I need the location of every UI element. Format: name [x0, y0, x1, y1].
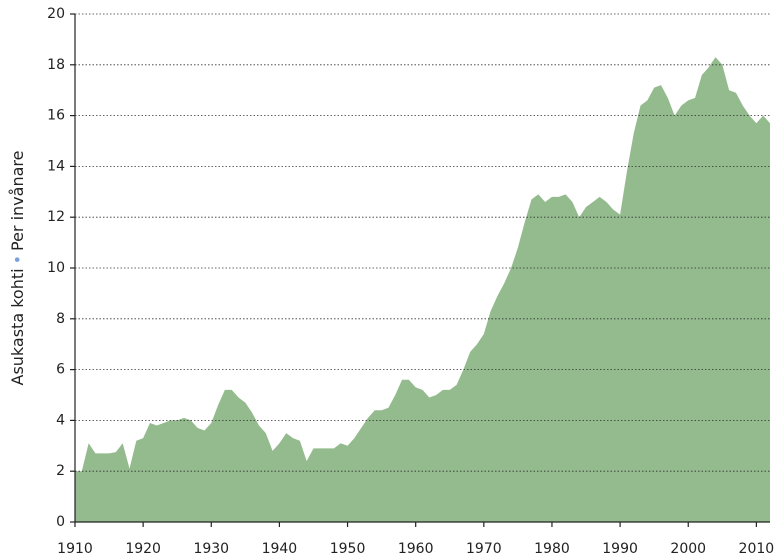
- y-label-sv: Per invånare: [8, 151, 27, 251]
- y-tick-label: 10: [47, 260, 65, 276]
- x-tick-label: 1920: [125, 541, 161, 557]
- y-tick-label: 2: [56, 463, 65, 479]
- x-tick-label: 1980: [534, 541, 570, 557]
- x-tick-label: 1910: [57, 541, 93, 557]
- y-tick-label: 14: [47, 158, 65, 174]
- y-label-fi: Asukasta kohti: [8, 268, 27, 385]
- x-tick-label: 1950: [330, 541, 366, 557]
- y-tick-label: 16: [47, 108, 65, 124]
- y-tick-label: 18: [47, 57, 65, 73]
- y-tick-label: 4: [56, 412, 65, 428]
- x-tick-label: 1970: [466, 541, 502, 557]
- y-axis-label: Asukasta kohti • Per invånare: [8, 151, 27, 386]
- x-tick-label: 2010: [739, 541, 775, 557]
- x-tick-label: 1930: [193, 541, 229, 557]
- separator-dot: •: [8, 255, 27, 264]
- y-tick-label: 8: [56, 311, 65, 327]
- x-tick-label: 1960: [398, 541, 434, 557]
- x-tick-label: 2000: [670, 541, 706, 557]
- x-tick-label: 1940: [262, 541, 298, 557]
- x-tick-label: 1990: [602, 541, 638, 557]
- y-tick-label: 6: [56, 362, 65, 378]
- area: [75, 57, 770, 523]
- y-tick-label: 0: [56, 514, 65, 530]
- y-tick-label: 20: [47, 6, 65, 22]
- y-tick-label: 12: [47, 209, 65, 225]
